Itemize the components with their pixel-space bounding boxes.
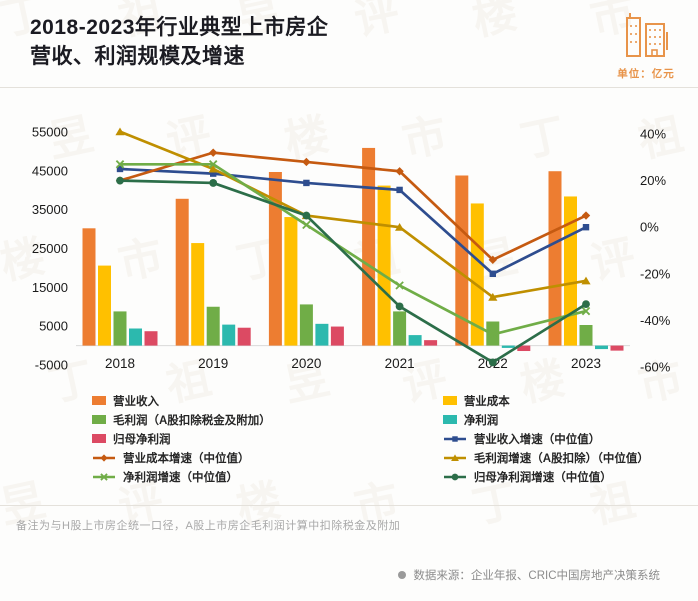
legend-item: 归母净利润 — [92, 429, 271, 448]
unit-label: 单位：亿元 — [617, 68, 675, 80]
buildings-icon — [619, 13, 673, 62]
legend-item: 营业收入增速（中位值） — [443, 429, 649, 448]
svg-text:2019: 2019 — [198, 356, 228, 371]
svg-text:45000: 45000 — [32, 163, 68, 178]
svg-text:-20%: -20% — [640, 266, 671, 281]
legend-label: 净利润增速（中位值） — [123, 471, 238, 484]
page-title: 2018-2023年行业典型上市房企 营收、利润规模及增速 — [30, 14, 328, 72]
chart-legend: 营业收入毛利润（A股扣除税金及附加） 归母净利润营业成本增速（中位值） 净利润增速（… — [92, 391, 649, 486]
svg-text:5000: 5000 — [39, 319, 68, 334]
legend-label: 归母净利润增速（中位值） — [473, 471, 612, 484]
svg-text:2020: 2020 — [291, 356, 321, 371]
svg-text:2023: 2023 — [571, 356, 601, 371]
legend-label: 营业收入 — [113, 395, 159, 408]
svg-text:20%: 20% — [640, 173, 666, 188]
legend-line-swatch-navy — [443, 435, 466, 442]
source-bullet-icon — [398, 571, 407, 579]
legend-item: 营业成本增速（中位值） — [92, 448, 271, 467]
svg-text:40%: 40% — [640, 127, 666, 142]
svg-text:2018: 2018 — [105, 356, 135, 371]
svg-text:35000: 35000 — [32, 202, 68, 217]
legend-label: 净利润 — [463, 414, 499, 427]
legend-label: 营业收入增速（中位值） — [473, 433, 601, 446]
legend-item: 营业成本 — [442, 391, 649, 410]
svg-text:0%: 0% — [640, 220, 659, 235]
legend-item: 毛利润（A股扣除税金及附加） — [92, 410, 271, 429]
legend-swatch-red — [92, 434, 106, 443]
footnote: 备注为与H股上市房企统一口径，A股上市房企毛利润计算中扣除税金及附加 — [16, 520, 401, 532]
legend-label: 归母净利润 — [113, 433, 171, 446]
legend-label: 营业成本 — [463, 395, 510, 408]
legend-column-2: 营业成本净利润营业收入增速（中位值） 毛利润增速（A股扣除）（中位值） 归母净利润增… — [442, 391, 649, 486]
legend-line-swatch-darkgreen — [443, 473, 466, 480]
legend-column-1: 营业收入毛利润（A股扣除税金及附加） 归母净利润营业成本增速（中位值） 净利润增速（… — [92, 391, 271, 486]
svg-text:-40%: -40% — [640, 313, 671, 328]
legend-item: 净利润增速（中位值） — [92, 467, 271, 486]
legend-swatch-green — [92, 415, 106, 424]
legend-item: 营业收入 — [92, 391, 271, 410]
svg-text:-60%: -60% — [640, 360, 671, 375]
footer-divider — [0, 505, 698, 506]
legend-label: 毛利润增速（A股扣除）（中位值） — [473, 452, 649, 465]
title-line-2: 营收、利润规模及增速 — [30, 44, 245, 68]
header: 2018-2023年行业典型上市房企 营收、利润规模及增速 — [30, 14, 328, 72]
svg-text:-5000: -5000 — [35, 358, 68, 373]
legend-line-swatch-olive — [443, 453, 466, 461]
legend-item: 归母净利润增速（中位值） — [443, 467, 649, 486]
legend-item: 毛利润增速（A股扣除）（中位值） — [443, 448, 649, 467]
legend-label: 毛利润（A股扣除税金及附加） — [113, 414, 271, 427]
title-line-1: 2018-2023年行业典型上市房企 — [30, 16, 329, 39]
legend-line-swatch-lightgreen — [93, 472, 115, 481]
svg-text:25000: 25000 — [32, 241, 68, 256]
legend-swatch-orange — [92, 396, 106, 405]
unit-block: 单位：亿元 — [614, 10, 678, 81]
legend-line-swatch-chocolate — [93, 453, 115, 462]
source-line: 数据来源：企业年报、CRIC中国房地产决策系统 — [398, 567, 660, 583]
svg-text:15000: 15000 — [32, 280, 68, 295]
source-text: 数据来源：企业年报、CRIC中国房地产决策系统 — [413, 570, 660, 582]
svg-text:55000: 55000 — [32, 125, 68, 140]
header-divider — [0, 87, 698, 88]
legend-swatch-teal — [442, 415, 457, 424]
legend-item: 净利润 — [442, 410, 649, 429]
svg-text:2021: 2021 — [385, 356, 415, 371]
legend-swatch-yellow — [442, 396, 457, 405]
legend-label: 营业成本增速（中位值） — [123, 452, 250, 465]
